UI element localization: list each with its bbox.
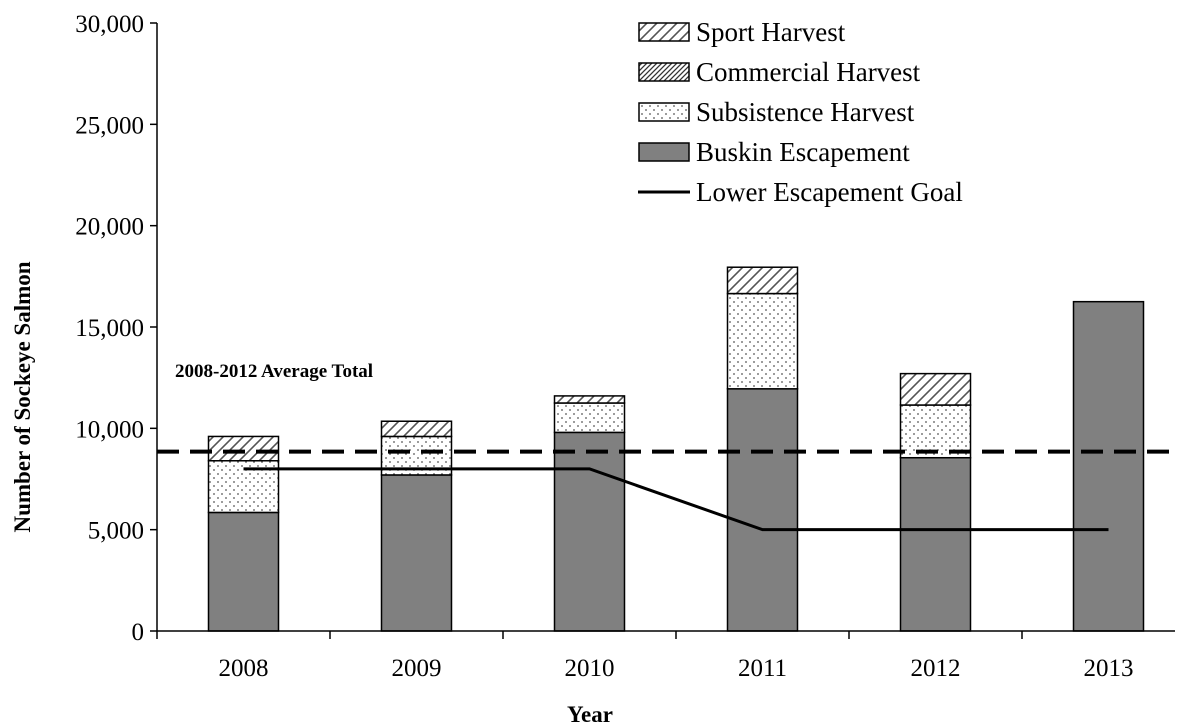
legend-swatch-sport-harvest bbox=[638, 22, 690, 42]
bar-sport-harvest-2009 bbox=[380, 420, 453, 438]
x-tick-label: 2011 bbox=[738, 655, 787, 682]
bar-buskin-escapement-2012 bbox=[899, 456, 972, 632]
y-tick-label: 0 bbox=[132, 619, 145, 646]
bar-sport-harvest-2011 bbox=[726, 266, 799, 295]
axes: 0 5,000 10,000 15,000 20,000 25,000 30,000 2008… bbox=[75, 11, 1175, 682]
legend-label-subsistence-harvest: Subsistence Harvest bbox=[696, 97, 915, 127]
x-tick-label: 2009 bbox=[392, 655, 442, 682]
bar-sport-harvest-2008 bbox=[207, 435, 280, 462]
x-tick-label: 2010 bbox=[565, 655, 615, 682]
y-tick-label: 5,000 bbox=[88, 518, 144, 545]
legend: Sport Harvest Commercial Harvest Subsisten… bbox=[638, 17, 963, 207]
y-tick-label: 15,000 bbox=[75, 315, 144, 342]
y-axis-title: Number of Sockeye Salmon bbox=[10, 261, 35, 532]
lower-escapement-goal-line bbox=[243, 467, 1109, 532]
bar-buskin-escapement-2011 bbox=[726, 388, 799, 632]
bar-buskin-escapement-2010 bbox=[553, 431, 626, 632]
plot-area bbox=[157, 266, 1175, 632]
legend-label-commercial-harvest: Commercial Harvest bbox=[696, 57, 921, 87]
bar-buskin-escapement-2009 bbox=[380, 474, 453, 632]
bar-buskin-escapement-2013 bbox=[1072, 300, 1145, 632]
legend-label-buskin-escapement: Buskin Escapement bbox=[696, 137, 910, 167]
legend-swatch-subsistence-harvest bbox=[638, 102, 690, 122]
x-tick-label: 2008 bbox=[219, 655, 269, 682]
y-tick-label: 20,000 bbox=[75, 214, 144, 241]
y-tick-label: 10,000 bbox=[75, 416, 144, 443]
bar-buskin-escapement-2008 bbox=[207, 511, 280, 632]
legend-swatch-commercial-harvest bbox=[638, 62, 690, 82]
bar-sport-harvest-2012 bbox=[899, 372, 972, 406]
x-tick-label: 2013 bbox=[1084, 655, 1134, 682]
bar-subsistence-harvest-2011 bbox=[726, 292, 799, 390]
legend-label-lower-escapement-goal: Lower Escapement Goal bbox=[696, 177, 963, 207]
bar-sport-harvest-2010 bbox=[553, 395, 626, 404]
bar-subsistence-harvest-2010 bbox=[553, 402, 626, 434]
legend-swatch-buskin-escapement bbox=[638, 142, 690, 162]
y-tick-label: 25,000 bbox=[75, 112, 144, 139]
average-total-annotation: 2008-2012 Average Total bbox=[175, 361, 373, 382]
legend-label-sport-harvest: Sport Harvest bbox=[696, 17, 846, 47]
y-tick-label: 30,000 bbox=[75, 11, 144, 38]
x-tick-label: 2012 bbox=[911, 655, 961, 682]
x-axis-title: Year bbox=[567, 702, 613, 726]
